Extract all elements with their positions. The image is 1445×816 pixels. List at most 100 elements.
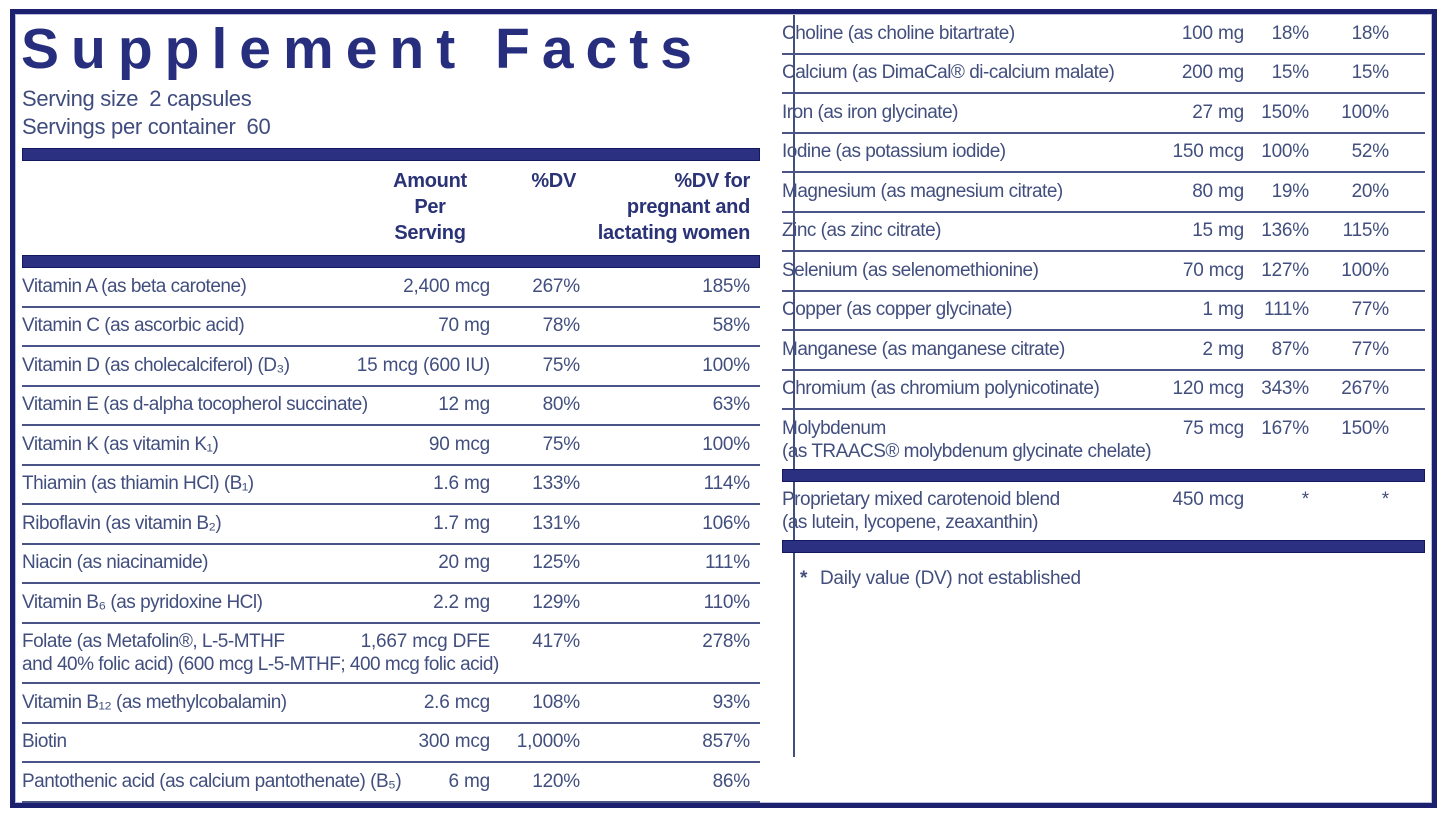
amount-value: 150 mcg xyxy=(1172,141,1245,163)
serving-size-label: Serving size xyxy=(22,86,139,111)
amount-value: 2.6 mcg xyxy=(423,691,490,713)
pregnant-dv-value: 100% xyxy=(1341,259,1389,281)
amount-value: 1.6 mg xyxy=(433,473,490,495)
nutrient-name: Chromium (as chromium polynicotinate) xyxy=(782,378,1100,400)
nutrient-name: Thiamin (as thiamin HCl) (B₁) xyxy=(22,473,254,495)
amount-per-serving-header: Amount Per Serving xyxy=(393,170,467,244)
amount-value: 15 mg xyxy=(1192,220,1244,242)
nutrient-name-line2: (as TRAACS® molybdenum glycinate chelate… xyxy=(782,440,1152,462)
amount-value: 100 mg xyxy=(1181,22,1244,44)
section-divider-bar xyxy=(22,148,760,161)
nutrient-name: Biotin xyxy=(22,731,67,753)
amount-value: 12 mg xyxy=(438,394,490,416)
dv-header: %DV xyxy=(531,170,576,192)
table-row: Folate (as Metafolin®, L-5-MTHF 1,667 mc… xyxy=(22,624,760,684)
amount-value: 70 mg xyxy=(438,315,490,337)
table-row: Biotin 300 mcg 1,000% 857% xyxy=(22,724,760,763)
asterisk-marker: * xyxy=(800,568,808,589)
dv-value: 343% xyxy=(1261,378,1309,400)
nutrient-name: Calcium (as DimaCal® di-calcium malate) xyxy=(782,62,1115,84)
pregnant-dv-value: 15% xyxy=(1351,62,1390,84)
nutrient-name: Iodine (as potassium iodide) xyxy=(782,141,1006,163)
amount-value: 15 mcg (600 IU) xyxy=(356,354,490,376)
dv-value: 75% xyxy=(542,354,581,376)
pregnant-dv-value: 52% xyxy=(1351,141,1390,163)
nutrient-name: Vitamin D (as cholecalciferol) (D₃) xyxy=(22,354,290,376)
nutrient-name-line2: and 40% folic acid) (600 mcg L-5-MTHF; 4… xyxy=(22,654,499,675)
column-divider-line xyxy=(793,15,795,757)
servings-per-container-line: Servings per container 60 xyxy=(22,113,760,141)
pregnant-dv-value: 20% xyxy=(1351,180,1390,202)
amount-value: 2 mg xyxy=(1202,338,1245,360)
pregnant-dv-value: 278% xyxy=(702,631,750,653)
table-row: Niacin (as niacinamide) 20 mg 125% 111% xyxy=(22,545,760,584)
dv-value: * xyxy=(1301,489,1309,511)
table-row: Vitamin K (as vitamin K₁) 90 mcg 75% 100… xyxy=(22,426,760,466)
dv-value: 267% xyxy=(532,275,580,297)
nutrient-name: Pantothenic acid (as calcium pantothenat… xyxy=(22,770,402,792)
nutrient-name: Molybdenum xyxy=(782,417,886,439)
pregnant-dv-value: 86% xyxy=(712,770,751,792)
pregnant-dv-value: 58% xyxy=(712,315,751,337)
dv-value: 150% xyxy=(1261,101,1309,123)
dv-footnote: * Daily value (DV) not established xyxy=(782,553,1425,590)
amount-value: 200 mg xyxy=(1181,62,1244,84)
serving-size-value: 2 capsules xyxy=(149,86,252,111)
section-divider-bar xyxy=(782,540,1425,553)
minerals-table: Choline (as choline bitartrate) 100 mg 1… xyxy=(782,15,1425,553)
pregnant-dv-value: 18% xyxy=(1351,22,1390,44)
pregnant-dv-value: 114% xyxy=(703,473,751,495)
pregnant-dv-value: 100% xyxy=(1341,101,1389,123)
nutrient-name: Iron (as iron glycinate) xyxy=(782,101,958,123)
section-divider-bar xyxy=(782,468,1425,482)
nutrient-name: Vitamin B₆ (as pyridoxine HCl) xyxy=(22,591,263,613)
nutrient-name-line2: (as lutein, lycopene, zeaxanthin) xyxy=(782,512,1039,533)
table-row: Proprietary mixed carotenoid blend 450 m… xyxy=(782,482,1425,541)
nutrient-name: Niacin (as niacinamide) xyxy=(22,552,208,574)
nutrient-name: Copper (as copper glycinate) xyxy=(782,299,1012,321)
pregnant-dv-header: %DV for pregnant and lactating women xyxy=(597,170,751,244)
vitamins-table: Vitamin A (as beta carotene) 2,400 mcg 2… xyxy=(22,268,760,803)
dv-value: 131% xyxy=(532,512,580,534)
amount-value: 1.7 mg xyxy=(433,512,490,534)
dv-value: 111% xyxy=(1264,299,1309,321)
amount-value: 1 mg xyxy=(1202,299,1245,321)
left-column: Supplement Facts Serving size 2 capsules … xyxy=(21,17,760,803)
pregnant-dv-value: 111% xyxy=(705,552,750,574)
pregnant-dv-value: 267% xyxy=(1341,378,1389,400)
pregnant-dv-value: 77% xyxy=(1351,299,1390,321)
pregnant-dv-value: 100% xyxy=(702,354,750,376)
pregnant-dv-value: 115% xyxy=(1342,220,1390,242)
dv-value: 19% xyxy=(1271,180,1310,202)
dv-value: 120% xyxy=(532,770,580,792)
nutrient-name: Riboflavin (as vitamin B₂) xyxy=(22,512,222,534)
amount-value: 20 mg xyxy=(438,552,490,574)
pregnant-dv-value: 150% xyxy=(1341,417,1389,439)
amount-value: 6 mg xyxy=(448,770,491,792)
table-row: Vitamin D (as cholecalciferol) (D₃) 15 m… xyxy=(22,347,760,387)
nutrient-name: Magnesium (as magnesium citrate) xyxy=(782,180,1063,202)
table-row: Vitamin B₆ (as pyridoxine HCl) 2.2 mg 12… xyxy=(22,584,760,624)
nutrient-name: Vitamin B₁₂ (as methylcobalamin) xyxy=(22,691,287,713)
page-title: Supplement Facts xyxy=(21,17,704,81)
pregnant-dv-value: 63% xyxy=(712,394,751,416)
amount-value: 300 mcg xyxy=(418,731,491,753)
table-row: Thiamin (as thiamin HCl) (B₁) 1.6 mg 133… xyxy=(22,466,760,505)
nutrient-name: Vitamin A (as beta carotene) xyxy=(22,275,247,297)
dv-value: 100% xyxy=(1261,141,1309,163)
dv-value: 18% xyxy=(1271,22,1310,44)
dv-value: 133% xyxy=(532,473,580,495)
amount-value: 450 mcg xyxy=(1172,489,1245,511)
table-row: Manganese (as manganese citrate) 2 mg 87… xyxy=(782,331,1425,371)
pregnant-dv-value: 110% xyxy=(703,591,751,613)
nutrient-name: Vitamin C (as ascorbic acid) xyxy=(22,315,245,337)
amount-value: 2.2 mg xyxy=(433,591,490,613)
servings-per-container-value: 60 xyxy=(246,114,271,139)
nutrient-name: Selenium (as selenomethionine) xyxy=(782,259,1039,281)
serving-size-line: Serving size 2 capsules xyxy=(22,85,760,113)
amount-value: 2,400 mcg xyxy=(403,275,490,297)
servings-per-container-label: Servings per container xyxy=(22,114,236,139)
nutrient-name: Vitamin K (as vitamin K₁) xyxy=(22,433,219,455)
dv-value: 1,000% xyxy=(516,731,580,753)
